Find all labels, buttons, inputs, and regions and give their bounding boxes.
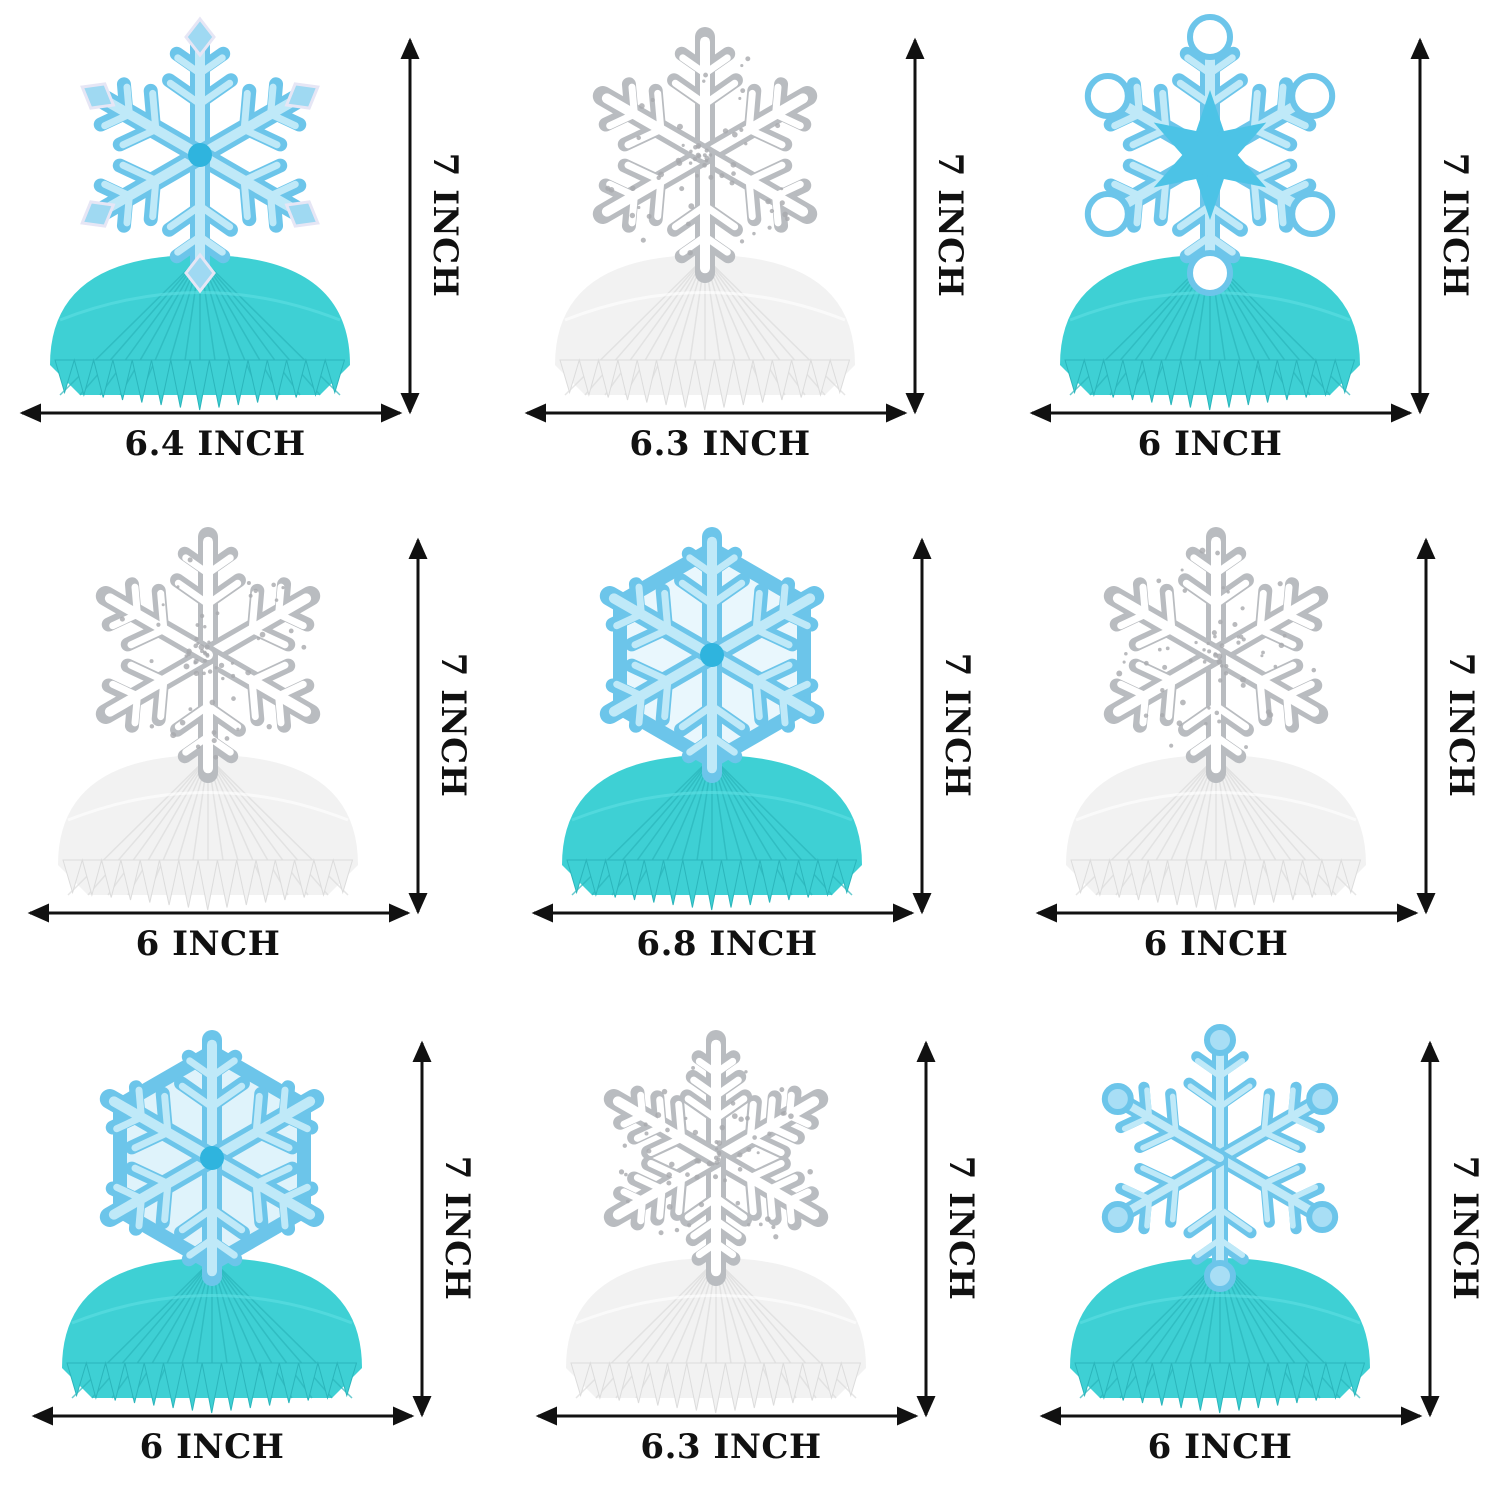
height-label: 7 INCH	[1445, 1156, 1485, 1301]
snowflake-icon	[603, 37, 807, 273]
snowflake-icon	[110, 1040, 314, 1276]
centerpiece-card-3: 6 INCH 7 INCH	[1010, 0, 1500, 500]
snowflake-icon	[75, 19, 325, 291]
width-label: 6 INCH	[8, 924, 408, 964]
snowflake-icon	[1088, 17, 1332, 293]
width-label: 6.8 INCH	[527, 924, 927, 964]
snowflake-icon	[106, 537, 310, 773]
height-label: 7 INCH	[433, 653, 473, 798]
width-label: 6 INCH	[12, 1427, 412, 1467]
height-label: 7 INCH	[425, 153, 465, 298]
snowflake-icon	[610, 537, 814, 773]
width-label: 6.3 INCH	[520, 424, 920, 464]
width-label: 6.4 INCH	[15, 424, 415, 464]
centerpiece-card-6: 6 INCH 7 INCH	[1016, 500, 1500, 1000]
snowflake-icon	[1105, 1027, 1335, 1289]
height-label: 7 INCH	[1441, 653, 1481, 798]
height-label: 7 INCH	[1435, 153, 1475, 298]
width-label: 6 INCH	[1016, 924, 1416, 964]
width-label: 6.3 INCH	[531, 1427, 931, 1467]
snowflake-icon	[614, 1040, 818, 1276]
width-label: 6 INCH	[1010, 424, 1410, 464]
centerpiece-card-5: 6.8 INCH 7 INCH	[512, 500, 1012, 1000]
centerpiece-card-1: 6.4 INCH 7 INCH	[0, 0, 500, 500]
height-label: 7 INCH	[930, 153, 970, 298]
centerpiece-card-8: 6.3 INCH 7 INCH	[516, 1003, 1016, 1503]
centerpiece-card-7: 6 INCH 7 INCH	[12, 1003, 512, 1503]
width-label: 6 INCH	[1020, 1427, 1420, 1467]
height-label: 7 INCH	[937, 653, 977, 798]
height-label: 7 INCH	[437, 1156, 477, 1301]
snowflake-icon	[1114, 537, 1318, 773]
centerpiece-card-4: 6 INCH 7 INCH	[8, 500, 508, 1000]
centerpiece-card-2: 6.3 INCH 7 INCH	[505, 0, 1005, 500]
centerpiece-card-9: 6 INCH 7 INCH	[1020, 1003, 1500, 1503]
height-label: 7 INCH	[941, 1156, 981, 1301]
